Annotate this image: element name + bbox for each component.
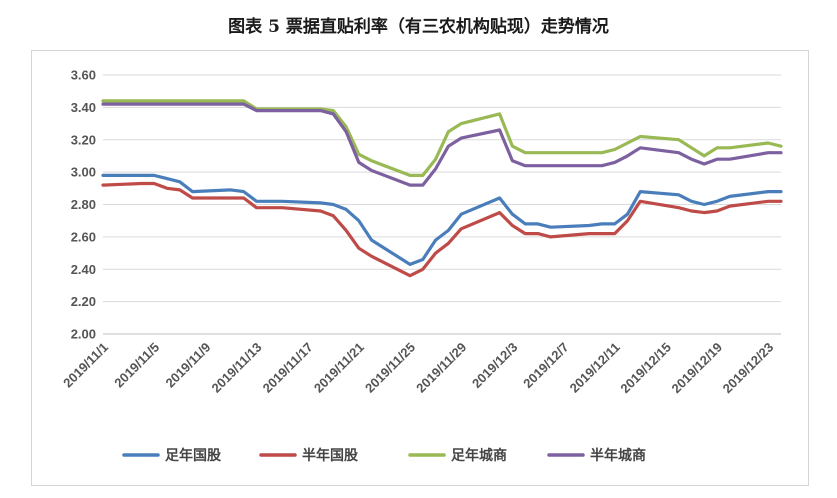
series-line-2 (101, 181, 783, 278)
x-tick-label: 2019/12/15 (617, 340, 674, 397)
legend-label: 半年城商 (590, 447, 646, 464)
x-tick-label: 2019/11/9 (162, 340, 213, 391)
y-tick-label: 2.20 (71, 294, 96, 309)
x-tick-label: 2019/11/5 (111, 340, 162, 391)
y-tick-label: 3.40 (71, 100, 96, 115)
y-tick-label: 2.80 (71, 197, 96, 212)
series-line-3 (101, 99, 783, 177)
y-tick-label: 2.60 (71, 229, 96, 244)
legend-label: 半年国股 (302, 447, 359, 464)
y-tick-label: 3.20 (71, 132, 96, 147)
chart-title: 图表 5 票据直贴利率（有三农机构贴现）走势情况 (228, 17, 609, 37)
chart-frame (31, 50, 809, 486)
x-tick-label: 2019/11/29 (413, 340, 469, 396)
y-tick-label: 3.60 (71, 68, 96, 83)
y-tick-label: 3.00 (71, 165, 96, 180)
series-line-4 (101, 102, 783, 187)
x-tick-label: 2019/12/11 (567, 340, 623, 396)
x-tick-label: 2019/11/17 (260, 340, 316, 396)
x-tick-label: 2019/12/7 (520, 340, 572, 392)
x-tick-label: 2019/12/23 (720, 340, 777, 397)
x-tick-label: 2019/12/19 (669, 340, 726, 397)
x-tick-label: 2019/11/13 (209, 340, 265, 396)
x-tick-label: 2019/11/21 (311, 340, 367, 396)
x-tick-label: 2019/12/3 (469, 340, 521, 392)
x-tick-label: 2019/11/1 (60, 340, 111, 391)
series-line-1 (101, 173, 783, 266)
y-tick-label: 2.00 (71, 327, 96, 342)
x-tick-label: 2019/11/25 (362, 340, 418, 396)
legend-label: 足年城商 (451, 447, 507, 464)
y-tick-label: 2.40 (71, 262, 96, 277)
legend-label: 足年国股 (165, 447, 222, 464)
